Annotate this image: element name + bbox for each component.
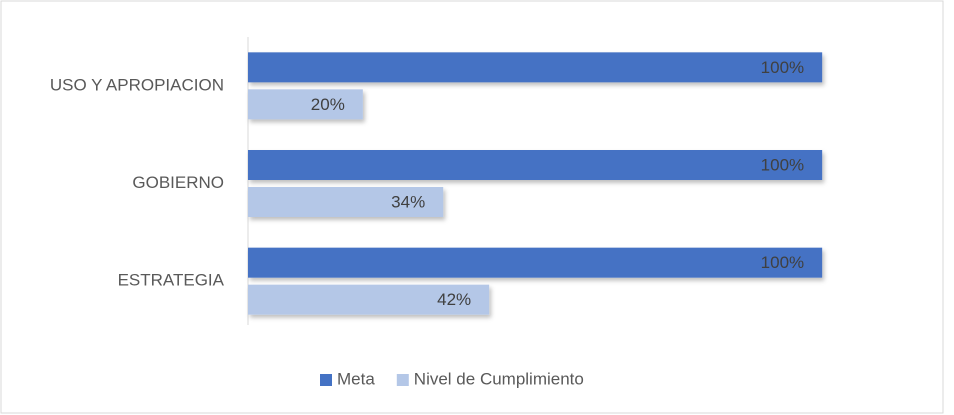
legend-swatch: [320, 374, 332, 386]
value-label: 34%: [391, 192, 425, 211]
bar: [248, 89, 363, 120]
bar: [248, 52, 823, 83]
value-label: 100%: [761, 253, 804, 272]
legend-label: Meta: [337, 369, 375, 388]
bar: [248, 150, 823, 180]
bar: [248, 284, 490, 315]
legend-label: Nivel de Cumplimiento: [414, 369, 584, 388]
value-label: 42%: [437, 290, 471, 309]
legend-swatch: [396, 374, 409, 386]
bar: [248, 247, 823, 278]
category-label: USO Y APROPIACION: [50, 75, 224, 94]
bar: [248, 187, 444, 217]
category-label: ESTRATEGIA: [118, 271, 225, 290]
value-label: 20%: [311, 95, 345, 114]
category-label: GOBIERNO: [132, 173, 224, 192]
value-label: 100%: [761, 155, 804, 174]
value-label: 100%: [761, 58, 804, 77]
